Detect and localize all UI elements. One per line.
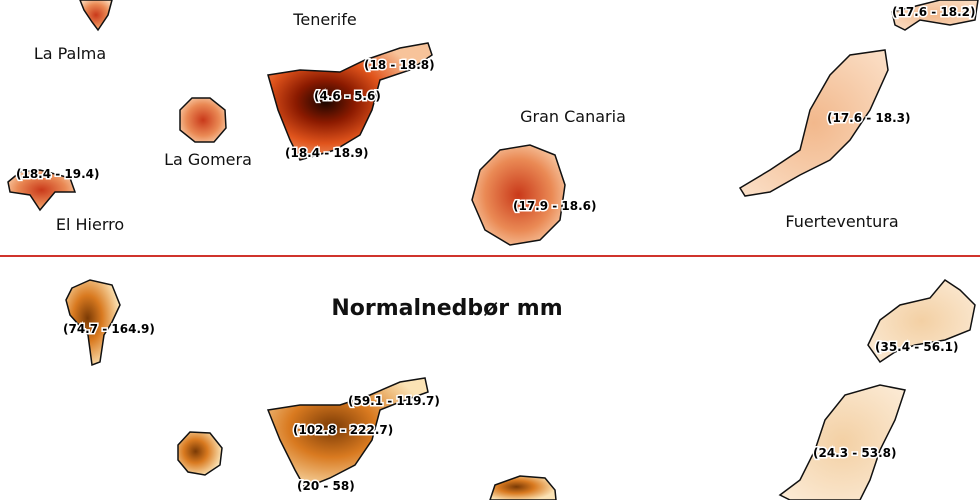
range-label: (17.9 - 18.6) — [513, 199, 597, 213]
top-islands — [7, 0, 979, 246]
island-fuerteventura-rain — [778, 384, 906, 500]
island-la-palma-rain — [65, 279, 121, 367]
island-lanzarote-rain — [867, 279, 976, 364]
range-label: (74.7 - 164.9) — [63, 322, 155, 336]
island-name: La Palma — [34, 44, 106, 63]
range-label: (17.6 - 18.3) — [827, 111, 911, 125]
island-gran-canaria — [471, 144, 566, 246]
island-name: Tenerife — [292, 10, 356, 29]
range-label: (18 - 18.8) — [364, 58, 435, 72]
island-lanzarote — [891, 0, 979, 31]
island-name: Fuerteventura — [785, 212, 898, 231]
map-title: Normalnedbør mm — [331, 296, 562, 321]
island-tenerife-rain — [266, 377, 429, 489]
island-name: Gran Canaria — [520, 107, 626, 126]
range-label: (20 - 58) — [297, 479, 355, 493]
bottom-islands — [65, 279, 976, 500]
range-label: (18.4 - 18.9) — [285, 146, 369, 160]
range-label: (59.1 - 119.7) — [348, 394, 440, 408]
range-label: (4.6 - 5.6) — [314, 89, 381, 103]
island-name: El Hierro — [56, 215, 124, 234]
range-label: (18.4 - 19.4) — [16, 167, 100, 181]
island-fuerteventura — [738, 49, 889, 197]
island-name: La Gomera — [164, 150, 252, 169]
range-label: (102.8 - 222.7) — [293, 423, 393, 437]
range-label: (24.3 - 53.8) — [813, 446, 897, 460]
island-la-gomera — [179, 97, 227, 143]
range-label: (35.4 - 56.1) — [875, 340, 959, 354]
island-el-hierro — [7, 169, 77, 212]
island-la-palma — [79, 0, 113, 32]
island-la-gomera-rain — [177, 431, 223, 476]
island-tenerife — [267, 42, 433, 161]
island-gran-canaria-rain — [489, 475, 557, 500]
range-label: (17.6 - 18.2) — [892, 5, 976, 19]
